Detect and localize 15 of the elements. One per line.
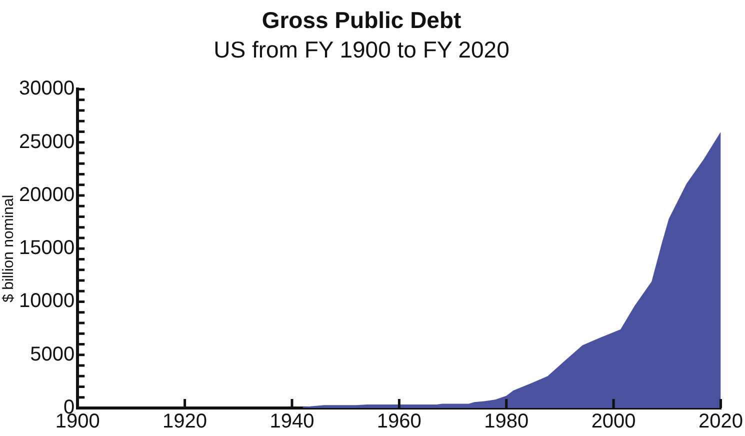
y-tick-label: 30000 bbox=[18, 78, 75, 100]
y-tick-label: 15000 bbox=[18, 237, 75, 260]
chart-title: Gross Public Debt bbox=[262, 7, 462, 34]
y-tick-label: 5000 bbox=[30, 343, 75, 366]
y-tick-label: 10000 bbox=[18, 290, 75, 312]
y-tick-label: 20000 bbox=[18, 184, 75, 206]
x-tick-label: 1980 bbox=[484, 410, 529, 433]
x-tick-label: 2020 bbox=[698, 410, 744, 433]
x-tick-label: 1960 bbox=[376, 410, 422, 433]
x-tick-label: 1940 bbox=[270, 410, 314, 433]
y-axis-title: $ billion nominal bbox=[0, 194, 18, 302]
y-tick-label: 25000 bbox=[18, 130, 75, 153]
x-tick-label: 1920 bbox=[162, 410, 208, 433]
chart-subtitle: US from FY 1900 to FY 2020 bbox=[214, 36, 510, 63]
x-tick-label: 2000 bbox=[591, 410, 636, 433]
